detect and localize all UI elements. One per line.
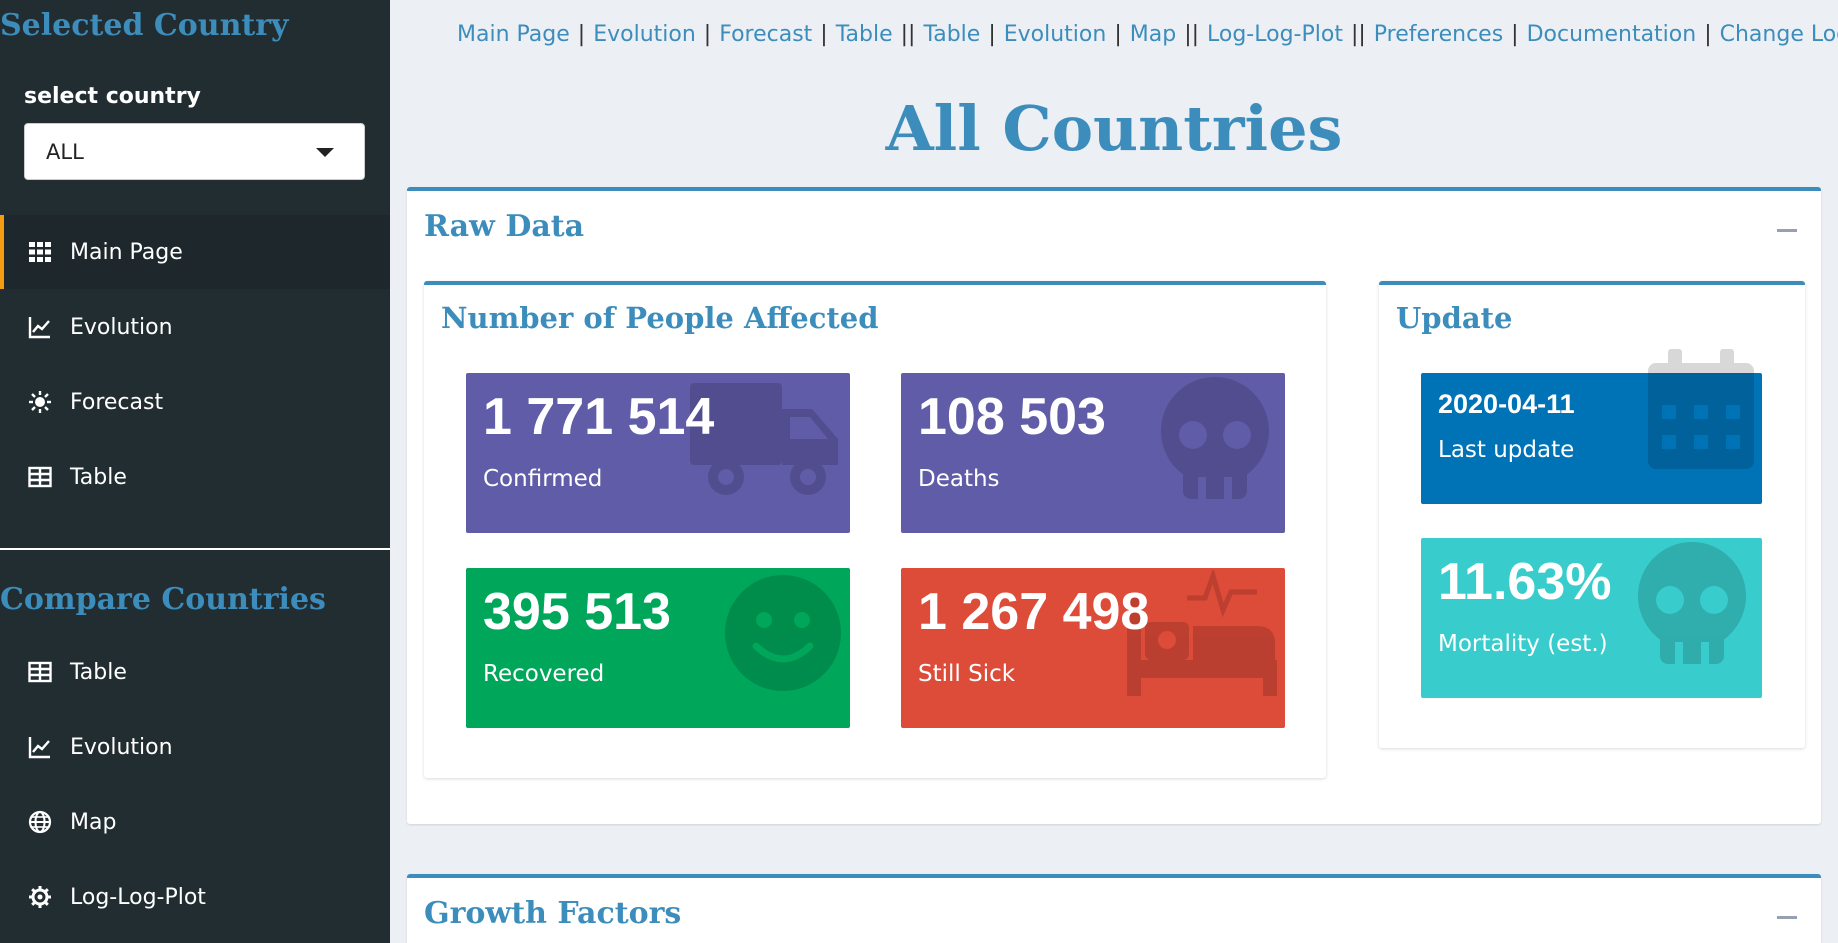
sidebar-item-label: Table — [70, 659, 127, 685]
people-affected-box: Number of People Affected 1 771 514 Conf… — [424, 281, 1326, 778]
line-chart-icon — [28, 315, 52, 339]
sidebar: Selected Country select country ALL Main… — [0, 0, 390, 943]
nav-link-evolution[interactable]: Evolution — [593, 22, 696, 47]
nav-link-preferences[interactable]: Preferences — [1373, 22, 1504, 47]
still-sick-value: 1 267 498 — [918, 583, 1150, 641]
sidebar-item-evolution[interactable]: Evolution — [0, 290, 390, 364]
nav-separator: | — [1114, 22, 1122, 47]
table-icon — [28, 660, 52, 684]
mortality-value-box: 11.63% Mortality (est.) — [1421, 538, 1762, 698]
still-sick-value-box: 1 267 498 Still Sick — [901, 568, 1285, 728]
nav-link-map[interactable]: Map — [1129, 22, 1177, 47]
nav-link-change-log[interactable]: Change Log — [1719, 22, 1838, 47]
sidebar-item-label: Log-Log-Plot — [70, 884, 206, 910]
country-select-value: ALL — [46, 139, 84, 164]
nav-link-documentation[interactable]: Documentation — [1526, 22, 1697, 47]
nav-link-log-log-plot[interactable]: Log-Log-Plot — [1207, 22, 1343, 47]
nav-link-table[interactable]: Table — [835, 22, 893, 47]
sidebar-item-label: Map — [70, 809, 117, 835]
sidebar-item-compare-evolution[interactable]: Evolution — [0, 710, 390, 784]
skull-icon — [1161, 377, 1269, 499]
nav-separator: | — [1704, 22, 1712, 47]
sidebar-item-compare-table[interactable]: Table — [0, 635, 390, 709]
sidebar-item-compare-log-log-plot[interactable]: Log-Log-Plot — [0, 860, 390, 934]
globe-icon — [28, 810, 52, 834]
sidebar-item-main-page[interactable]: Main Page — [0, 215, 390, 289]
sun-icon — [28, 390, 52, 414]
nav-separator: | — [703, 22, 712, 47]
calendar-icon — [1648, 349, 1754, 469]
sidebar-item-table[interactable]: Table — [0, 440, 390, 514]
sidebar-item-forecast[interactable]: Forecast — [0, 365, 390, 439]
people-affected-title: Number of People Affected — [441, 301, 879, 335]
deaths-value-box: 108 503 Deaths — [901, 373, 1285, 533]
caret-down-icon — [316, 148, 334, 157]
collapse-raw-data-button[interactable] — [1777, 229, 1797, 232]
nav-separator: || — [1350, 22, 1366, 47]
sidebar-item-label: Table — [70, 464, 127, 490]
raw-data-box: Raw Data Number of People Affected 1 771… — [407, 187, 1821, 824]
sidebar-item-label: Evolution — [70, 734, 173, 760]
smile-icon — [725, 575, 841, 691]
nav-link-compare-evolution[interactable]: Evolution — [1003, 22, 1107, 47]
nav-separator: || — [900, 22, 916, 47]
last-update-value-box: 2020-04-11 Last update — [1421, 349, 1762, 504]
nav-separator: | — [820, 22, 828, 47]
gear-icon — [28, 885, 52, 909]
select-country-label: select country — [24, 84, 201, 109]
recovered-value: 395 513 — [483, 583, 671, 641]
recovered-value-box: 395 513 Recovered — [466, 568, 850, 728]
growth-factors-box: Growth Factors — [407, 874, 1821, 943]
raw-data-title: Raw Data — [424, 209, 585, 244]
last-update-value: 2020-04-11 — [1438, 389, 1575, 419]
truck-icon — [690, 383, 838, 495]
sidebar-divider — [0, 548, 390, 550]
nav-link-forecast[interactable]: Forecast — [719, 22, 813, 47]
confirmed-value-box: 1 771 514 Confirmed — [466, 373, 850, 533]
sidebar-item-label: Evolution — [70, 314, 173, 340]
skull-icon — [1638, 542, 1746, 664]
page-title: All Countries — [885, 92, 1343, 165]
deaths-value: 108 503 — [918, 388, 1106, 446]
country-select[interactable]: ALL — [24, 123, 365, 180]
collapse-growth-factors-button[interactable] — [1777, 916, 1797, 919]
mortality-value: 11.63% — [1438, 553, 1612, 611]
compare-countries-title: Compare Countries — [0, 582, 326, 617]
update-title: Update — [1396, 301, 1513, 335]
confirmed-label: Confirmed — [483, 466, 603, 492]
sidebar-item-compare-map[interactable]: Map — [0, 785, 390, 859]
nav-separator: | — [577, 22, 586, 47]
grid-icon — [28, 240, 52, 264]
nav-link-main-page[interactable]: Main Page — [457, 22, 570, 47]
nav-separator: | — [988, 22, 996, 47]
growth-factors-title: Growth Factors — [424, 896, 682, 931]
confirmed-value: 1 771 514 — [483, 388, 715, 446]
sidebar-item-label: Forecast — [70, 389, 164, 415]
update-box: Update 2020-04-11 Last update 11.63% Mor… — [1379, 281, 1805, 748]
nav-separator: | — [1511, 22, 1519, 47]
last-update-label: Last update — [1438, 437, 1575, 463]
mortality-label: Mortality (est.) — [1438, 631, 1608, 657]
nav-separator: || — [1184, 22, 1200, 47]
line-chart-icon — [28, 735, 52, 759]
bed-icon — [1127, 570, 1277, 696]
deaths-label: Deaths — [918, 466, 1000, 492]
recovered-label: Recovered — [483, 661, 605, 687]
table-icon — [28, 465, 52, 489]
sidebar-item-label: Main Page — [70, 239, 183, 265]
sidebar-title: Selected Country — [0, 8, 289, 43]
top-navigation: Main Page | Evolution | Forecast | Table || Tabl… — [457, 22, 1838, 47]
nav-link-compare-table[interactable]: Table — [923, 22, 981, 47]
still-sick-label: Still Sick — [918, 661, 1016, 687]
